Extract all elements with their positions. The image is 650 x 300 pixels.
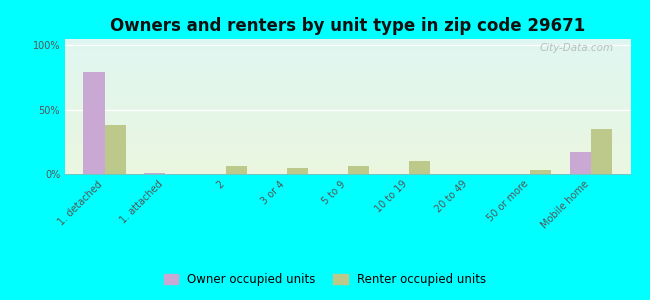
Bar — [569, 152, 591, 174]
Bar — [530, 170, 551, 174]
Bar — [144, 173, 165, 174]
Bar — [226, 166, 248, 174]
Bar — [287, 168, 308, 174]
Title: Owners and renters by unit type in zip code 29671: Owners and renters by unit type in zip c… — [110, 17, 586, 35]
Bar — [83, 72, 105, 174]
Legend: Owner occupied units, Renter occupied units: Owner occupied units, Renter occupied un… — [159, 269, 491, 291]
Text: City-Data.com: City-Data.com — [540, 43, 614, 53]
Bar — [409, 161, 430, 174]
Bar — [591, 129, 612, 174]
Bar — [105, 125, 126, 174]
Bar — [348, 166, 369, 174]
